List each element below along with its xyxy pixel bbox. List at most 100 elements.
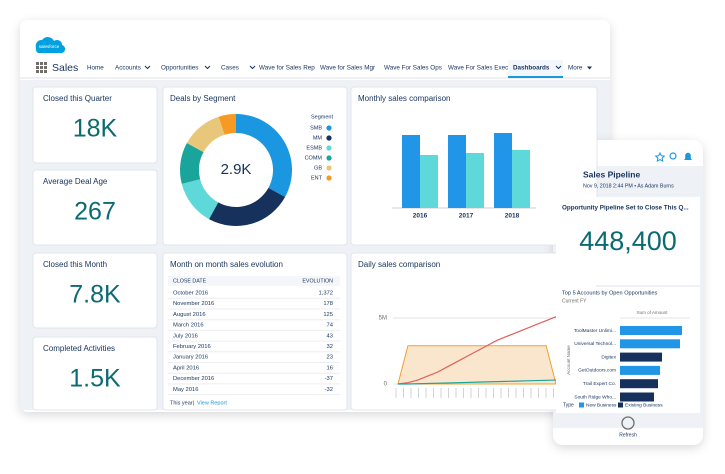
kpi-value: 7.8K xyxy=(69,281,121,309)
legend-label: ESMB xyxy=(306,145,322,151)
bar xyxy=(448,135,466,208)
kpi-card xyxy=(32,336,158,411)
account-bar xyxy=(620,326,682,335)
legend-swatch xyxy=(579,402,584,408)
line xyxy=(397,316,557,385)
legend-title: Segment xyxy=(311,114,333,120)
favorite-icon[interactable] xyxy=(654,151,666,163)
app-name: Sales xyxy=(52,62,78,74)
nav-item[interactable]: Cases xyxy=(221,65,239,72)
legend-label: Existing Business xyxy=(625,402,663,408)
table-cell: -37 xyxy=(325,376,333,382)
notification-icon[interactable] xyxy=(684,152,692,160)
value-axis-label: Sum of Amount xyxy=(637,310,669,315)
account-label: Universal Technol... xyxy=(574,341,616,347)
table-header-bg xyxy=(168,276,340,286)
legend-title: Type xyxy=(563,402,574,408)
donut-segment xyxy=(180,143,204,184)
nav-item[interactable]: Accounts xyxy=(115,65,141,72)
app-launcher[interactable] xyxy=(36,62,47,73)
refresh-icon[interactable] xyxy=(621,416,635,430)
account-label: ToolMaster Unlimi... xyxy=(574,328,616,334)
donut-segment xyxy=(236,114,292,197)
card-title: Daily sales comparison xyxy=(358,260,440,269)
refresh-label[interactable]: Refresh xyxy=(619,432,637,438)
view-report-link[interactable]: View Report xyxy=(197,400,227,406)
legend-label: SMB xyxy=(310,125,322,131)
legend-swatch xyxy=(618,402,623,408)
legend-label: GB xyxy=(314,165,322,171)
bar xyxy=(402,135,420,208)
pipeline-title: Opportunity Pipeline Set to Close This Q… xyxy=(562,205,689,212)
nav-item[interactable]: Dashboards xyxy=(513,65,550,72)
nav-item[interactable]: Home xyxy=(87,65,104,72)
bar xyxy=(420,155,438,208)
donut-segment xyxy=(218,114,236,135)
table-cell: -32 xyxy=(325,387,333,393)
nav-item[interactable]: Wave for Sales Rep xyxy=(259,65,315,72)
table-cell: 16 xyxy=(327,365,333,371)
table-cell: April 2016 xyxy=(173,365,199,371)
nav-chevron[interactable] xyxy=(249,65,256,70)
pipeline-card xyxy=(556,197,700,285)
nav-item[interactable]: Wave for Sales Mgr xyxy=(320,65,375,72)
y-tick-label: 5M xyxy=(379,316,387,322)
table-cell: 178 xyxy=(323,301,333,307)
x-tick-label: 2018 xyxy=(505,213,520,220)
legend-label: MM xyxy=(313,135,323,141)
kpi-label: Completed Activities xyxy=(43,344,115,353)
account-bar xyxy=(620,379,658,389)
nav-item[interactable]: Wave For Sales Exec xyxy=(448,65,508,72)
nav-chevron[interactable] xyxy=(555,65,562,70)
area xyxy=(397,345,557,385)
kpi-label: Average Deal Age xyxy=(43,177,108,186)
card-title: Monthly sales comparison xyxy=(358,94,450,103)
table-cell: February 2016 xyxy=(173,344,211,350)
legend-swatch xyxy=(326,175,332,181)
accounts-subtitle: Current FY xyxy=(562,298,587,304)
kpi-card xyxy=(32,86,158,164)
table-footer: This year xyxy=(170,400,193,406)
legend-label: COMM xyxy=(305,155,323,161)
x-tick-label: 2016 xyxy=(413,213,428,220)
legend-swatch xyxy=(326,135,332,141)
account-label: Digitex xyxy=(601,354,616,360)
card-title: Deals by Segment xyxy=(170,94,236,103)
more-caret[interactable] xyxy=(587,66,592,70)
table-cell: November 2016 xyxy=(173,301,214,307)
nav-item[interactable]: Opportunities xyxy=(161,65,198,72)
account-bar xyxy=(620,352,662,362)
card-title: Month on month sales evolution xyxy=(170,260,283,269)
table-header: CLOSE DATE xyxy=(173,278,207,284)
table-cell: August 2016 xyxy=(173,312,206,318)
account-label: Trail Expert Co. xyxy=(583,381,616,387)
table-cell: July 2016 xyxy=(173,333,198,339)
table-header: EVOLUTION xyxy=(302,278,333,284)
search-icon[interactable] xyxy=(669,152,677,160)
legend-label: ENT xyxy=(311,175,323,181)
donut-segment xyxy=(186,116,225,153)
nav-chevron[interactable] xyxy=(144,65,151,70)
bar xyxy=(512,150,530,208)
table-cell: 23 xyxy=(327,355,333,361)
legend-label: New Business xyxy=(586,402,617,408)
x-tick-label: 2017 xyxy=(459,213,474,220)
table-cell: 1,372 xyxy=(318,291,333,297)
account-bar xyxy=(620,365,660,375)
table-cell: December 2016 xyxy=(173,376,214,382)
logo-cloud xyxy=(35,37,66,54)
mobile-subtitle: Nov 9, 2018 2:44 PM • As Adam Burns xyxy=(583,183,674,189)
nav-chevron[interactable] xyxy=(204,65,211,70)
footer-separator: | xyxy=(193,400,194,406)
accounts-title: Top 5 Accounts by Open Opportunities xyxy=(562,290,658,296)
kpi-card xyxy=(32,252,158,329)
table-cell: March 2016 xyxy=(173,323,204,329)
nav-item[interactable]: Wave For Sales Ops xyxy=(384,65,442,72)
kpi-value: 267 xyxy=(74,198,116,226)
category-axis-label: Account Name xyxy=(566,345,571,375)
account-bar xyxy=(620,392,654,402)
nav-item[interactable]: More xyxy=(568,65,583,72)
kpi-label: Closed this Month xyxy=(43,260,107,269)
table-cell: 43 xyxy=(327,333,333,339)
